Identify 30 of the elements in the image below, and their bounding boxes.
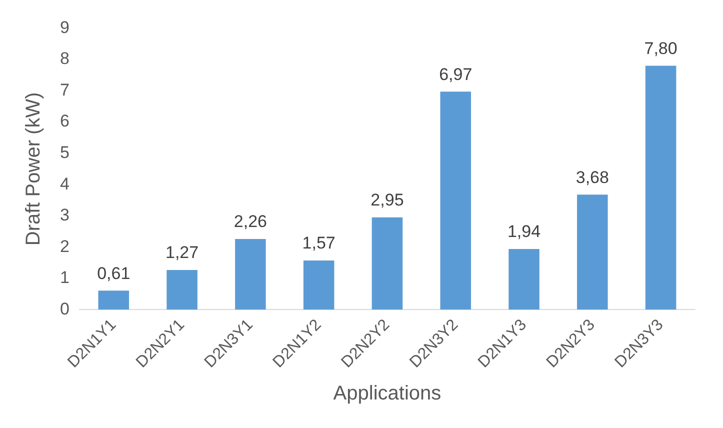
data-label: 2,26	[234, 212, 267, 232]
y-axis-title: Draft Power (kW)	[22, 92, 45, 246]
data-label: 1,94	[507, 222, 541, 242]
y-tick-label: 2	[60, 236, 70, 256]
y-tick-label: 3	[60, 206, 70, 225]
y-tick-label: 4	[60, 174, 70, 194]
y-tick-label: 5	[60, 142, 70, 162]
bar	[577, 194, 608, 310]
data-label: 1,57	[302, 234, 336, 253]
bar	[166, 270, 198, 310]
y-tick-label: 6	[60, 112, 70, 131]
y-tick-label: 7	[60, 80, 70, 100]
bar	[645, 66, 676, 310]
data-label: 7,80	[644, 38, 678, 58]
data-label: 6,97	[439, 64, 472, 84]
data-label: 3,68	[576, 168, 609, 187]
bar	[98, 290, 130, 310]
bar	[440, 92, 472, 310]
y-tick-label: 9	[60, 18, 70, 37]
y-tick-label: 8	[60, 49, 70, 68]
data-label: 0,61	[97, 264, 130, 283]
bar	[303, 260, 334, 310]
bar	[372, 217, 403, 310]
data-label: 1,27	[166, 243, 199, 262]
y-tick-label: 0	[60, 299, 70, 318]
bar	[508, 248, 540, 310]
data-label: 2,95	[370, 190, 404, 210]
x-axis-title: Applications	[333, 382, 442, 405]
y-tick-label: 1	[60, 268, 70, 288]
bar	[235, 238, 266, 310]
